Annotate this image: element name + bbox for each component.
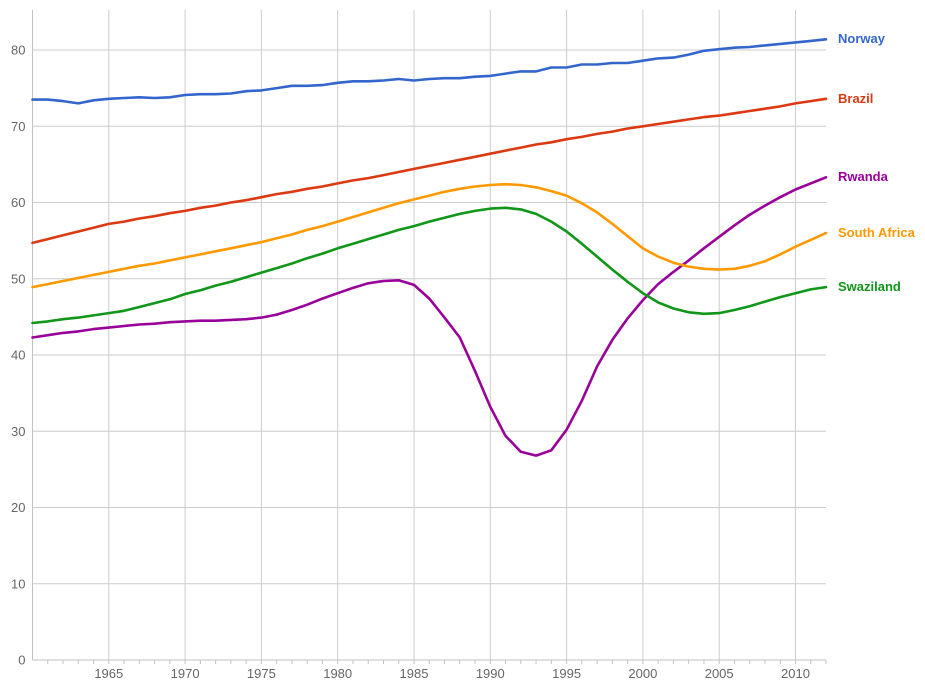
x-tick-label-1965: 1965 (94, 666, 123, 681)
y-tick-label-50: 50 (11, 271, 25, 286)
y-tick-label-30: 30 (11, 424, 25, 439)
x-tick-label-1975: 1975 (247, 666, 276, 681)
series-line-norway[interactable] (31, 37, 828, 105)
x-tick-label-2005: 2005 (705, 666, 734, 681)
x-tick-label-1970: 1970 (171, 666, 200, 681)
y-tick-label-10: 10 (11, 576, 25, 591)
x-tick-label-1985: 1985 (400, 666, 429, 681)
y-tick-label-80: 80 (11, 43, 25, 58)
x-tick-label-1980: 1980 (323, 666, 352, 681)
series-line-rwanda[interactable] (31, 176, 828, 457)
x-tick-label-1995: 1995 (552, 666, 581, 681)
series-line-south-africa[interactable] (31, 182, 828, 289)
y-tick-label-20: 20 (11, 500, 25, 515)
y-tick-label-40: 40 (11, 348, 25, 363)
y-tick-label-0: 0 (18, 653, 25, 668)
x-tick-label-2000: 2000 (628, 666, 657, 681)
series-line-swaziland[interactable] (31, 206, 828, 325)
y-tick-label-60: 60 (11, 195, 25, 210)
series-line-brazil[interactable] (31, 97, 828, 245)
x-tick-label-2010: 2010 (781, 666, 810, 681)
y-tick-label-70: 70 (11, 119, 25, 134)
x-tick-label-1990: 1990 (476, 666, 505, 681)
